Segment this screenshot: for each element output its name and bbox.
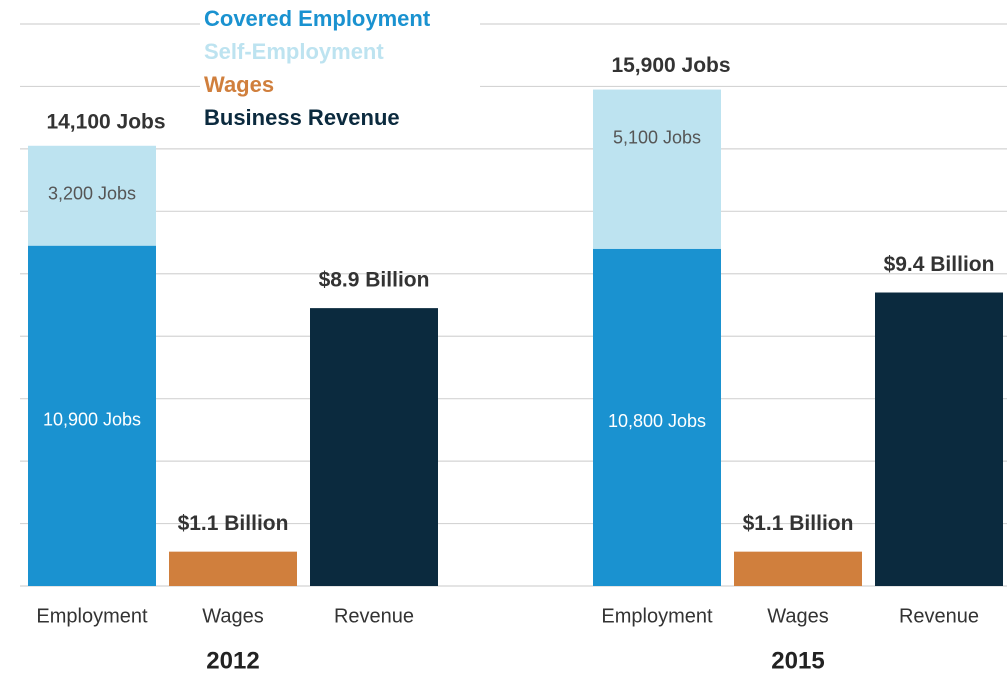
legend-entry: Self-Employment (204, 39, 384, 64)
value-label: $9.4 Billion (884, 253, 995, 276)
x-tick-label: Wages (202, 605, 264, 627)
x-tick-label: Wages (767, 605, 829, 627)
x-tick-label: Revenue (334, 605, 414, 627)
legend-backdrop (200, 105, 480, 133)
value-label: $1.1 Billion (743, 512, 854, 535)
value-label: 3,200 Jobs (48, 184, 136, 204)
bar (593, 248, 721, 587)
x-tick-label: Revenue (899, 605, 979, 627)
bar (734, 551, 862, 586)
x-tick-label: Employment (601, 605, 713, 627)
group-label: 2012 (206, 647, 259, 674)
total-label: 15,900 Jobs (611, 54, 730, 77)
bar (875, 292, 1003, 586)
value-label: $8.9 Billion (319, 269, 430, 292)
legend-backdrop (200, 6, 480, 34)
value-label: 5,100 Jobs (613, 127, 701, 147)
legend-entry: Business Revenue (204, 105, 400, 130)
legend-entry: Wages (204, 72, 274, 97)
group-label: 2015 (771, 647, 824, 674)
bar (593, 89, 721, 249)
legend-entry: Covered Employment (204, 6, 431, 31)
bar (310, 308, 438, 586)
value-label: 10,900 Jobs (43, 410, 141, 430)
value-label: 10,800 Jobs (608, 411, 706, 431)
bar (169, 551, 297, 586)
bar (28, 145, 156, 246)
x-tick-label: Employment (36, 605, 148, 627)
legend-backdrop (200, 39, 480, 67)
bar (28, 245, 156, 586)
total-label: 14,100 Jobs (46, 110, 165, 133)
legend-backdrop (200, 72, 480, 100)
value-label: $1.1 Billion (178, 512, 289, 535)
